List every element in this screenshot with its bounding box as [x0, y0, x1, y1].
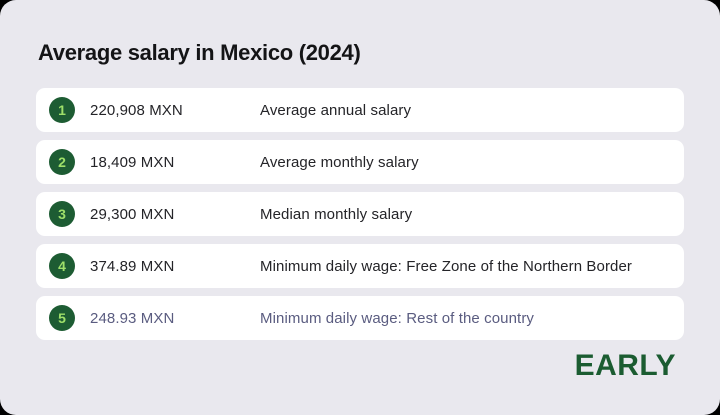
- list-item: 2 18,409 MXN Average monthly salary: [36, 140, 684, 184]
- early-logo: EARLY: [574, 349, 676, 382]
- page-title: Average salary in Mexico (2024): [38, 40, 361, 65]
- salary-list: 1 220,908 MXN Average annual salary 2 18…: [36, 88, 684, 348]
- salary-amount: 18,409 MXN: [90, 153, 175, 171]
- rank-badge: 1: [49, 97, 75, 123]
- list-item: 1 220,908 MXN Average annual salary: [36, 88, 684, 132]
- salary-amount: 248.93 MXN: [90, 309, 175, 327]
- salary-description: Minimum daily wage: Rest of the country: [260, 309, 535, 327]
- salary-description: Minimum daily wage: Free Zone of the Nor…: [260, 257, 633, 275]
- rank-badge: 3: [49, 201, 75, 227]
- salary-description: Median monthly salary: [260, 205, 413, 223]
- list-item: 5 248.93 MXN Minimum daily wage: Rest of…: [36, 296, 684, 340]
- list-item: 3 29,300 MXN Median monthly salary: [36, 192, 684, 236]
- salary-description: Average annual salary: [260, 101, 412, 119]
- list-item: 4 374.89 MXN Minimum daily wage: Free Zo…: [36, 244, 684, 288]
- rank-badge: 5: [49, 305, 75, 331]
- salary-amount: 220,908 MXN: [90, 101, 183, 119]
- salary-description: Average monthly salary: [260, 153, 419, 171]
- salary-amount: 29,300 MXN: [90, 205, 175, 223]
- rank-badge: 4: [49, 253, 75, 279]
- salary-amount: 374.89 MXN: [90, 257, 175, 275]
- rank-badge: 2: [49, 149, 75, 175]
